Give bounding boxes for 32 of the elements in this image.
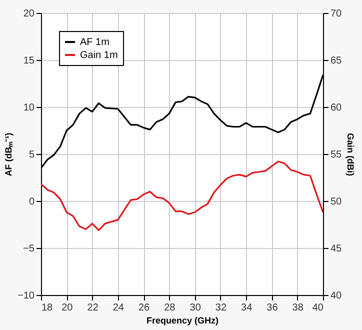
x-tick-label: 38: [292, 302, 304, 314]
line-series: [41, 160, 323, 231]
y2-tick-label: 60: [330, 102, 342, 114]
y-tick-label: 0: [28, 196, 35, 208]
legend-label: Gain 1m: [80, 50, 118, 61]
legend-label: AF 1m: [80, 37, 110, 48]
y2-tick-label: 40: [330, 290, 342, 302]
y2-tick-label: 55: [330, 150, 342, 160]
x-tick-label: 28: [164, 302, 176, 314]
x-tick-label: 22: [87, 302, 99, 314]
y-tick-label: −10: [18, 290, 35, 302]
x-tick-label: 24: [112, 302, 124, 314]
x-tick-label: 40: [312, 302, 324, 314]
y-tick-label: 5: [28, 150, 35, 160]
x-tick-label: 26: [138, 302, 150, 314]
y-tick-label: −5: [23, 244, 35, 254]
y2-tick-label: 50: [330, 196, 342, 208]
y-tick-label: 15: [23, 56, 35, 66]
x-tick-label: 20: [62, 302, 74, 314]
y2-tick-label: 70: [330, 8, 342, 20]
x-tick-label: 36: [266, 302, 278, 314]
x-tick-label: 34: [241, 302, 253, 314]
x-axis-title: Frequency (GHz): [146, 316, 219, 326]
y2-axis-title: Gain (dBi): [346, 133, 356, 176]
x-tick-label: 30: [190, 302, 202, 314]
x-tick-label: 32: [215, 302, 227, 314]
y-tick-label: 20: [23, 8, 35, 20]
y2-tick-label: 45: [330, 244, 342, 254]
y2-tick-label: 65: [330, 56, 342, 66]
x-tick-label: 18: [42, 302, 54, 314]
y-tick-label: 10: [23, 102, 35, 114]
y-axis-title: AF (dBₘ⁻¹): [4, 132, 14, 176]
